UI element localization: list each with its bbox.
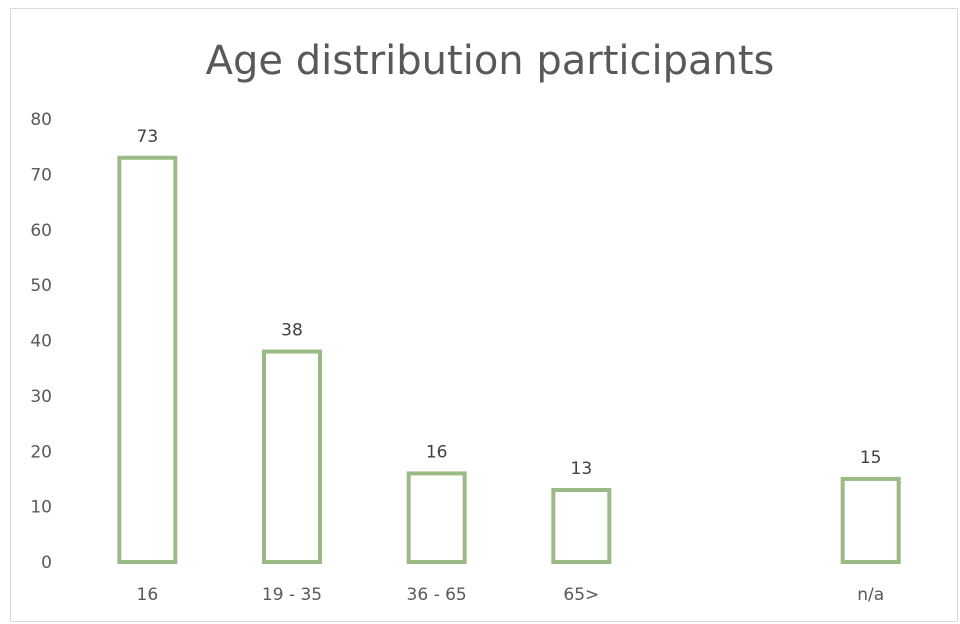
- x-tick-label: 16: [137, 585, 159, 605]
- data-label: 13: [571, 459, 593, 479]
- y-tick-label: 60: [30, 221, 52, 241]
- y-tick-label: 70: [30, 165, 52, 185]
- data-label: 73: [137, 127, 159, 147]
- x-tick-label: 19 - 35: [262, 585, 322, 605]
- data-label: 16: [426, 442, 448, 462]
- y-tick-label: 20: [30, 442, 52, 462]
- y-tick-label: 0: [41, 553, 52, 573]
- bars: [117, 155, 901, 565]
- data-label: 38: [281, 321, 303, 341]
- bar: [840, 476, 901, 564]
- x-tick-label: n/a: [857, 585, 884, 605]
- y-tick-label: 30: [30, 387, 52, 407]
- bar: [117, 155, 178, 564]
- y-tick-label: 50: [30, 276, 52, 296]
- x-tick-label: 65>: [563, 585, 599, 605]
- x-axis-ticks: 16 19 - 35 36 - 65 65> n/a: [137, 585, 885, 605]
- y-axis-ticks: 0 10 20 30 40 50 60 70 80: [30, 110, 52, 573]
- y-tick-label: 40: [30, 332, 52, 352]
- chart-title: Age distribution participants: [206, 38, 775, 84]
- y-tick-label: 10: [30, 498, 52, 518]
- data-labels: 73 38 16 13 15: [137, 127, 882, 479]
- x-tick-label: 36 - 65: [407, 585, 467, 605]
- bar: [262, 349, 322, 565]
- bar: [551, 488, 612, 565]
- y-tick-label: 80: [30, 110, 52, 130]
- bar: [406, 471, 467, 564]
- data-label: 15: [860, 448, 882, 468]
